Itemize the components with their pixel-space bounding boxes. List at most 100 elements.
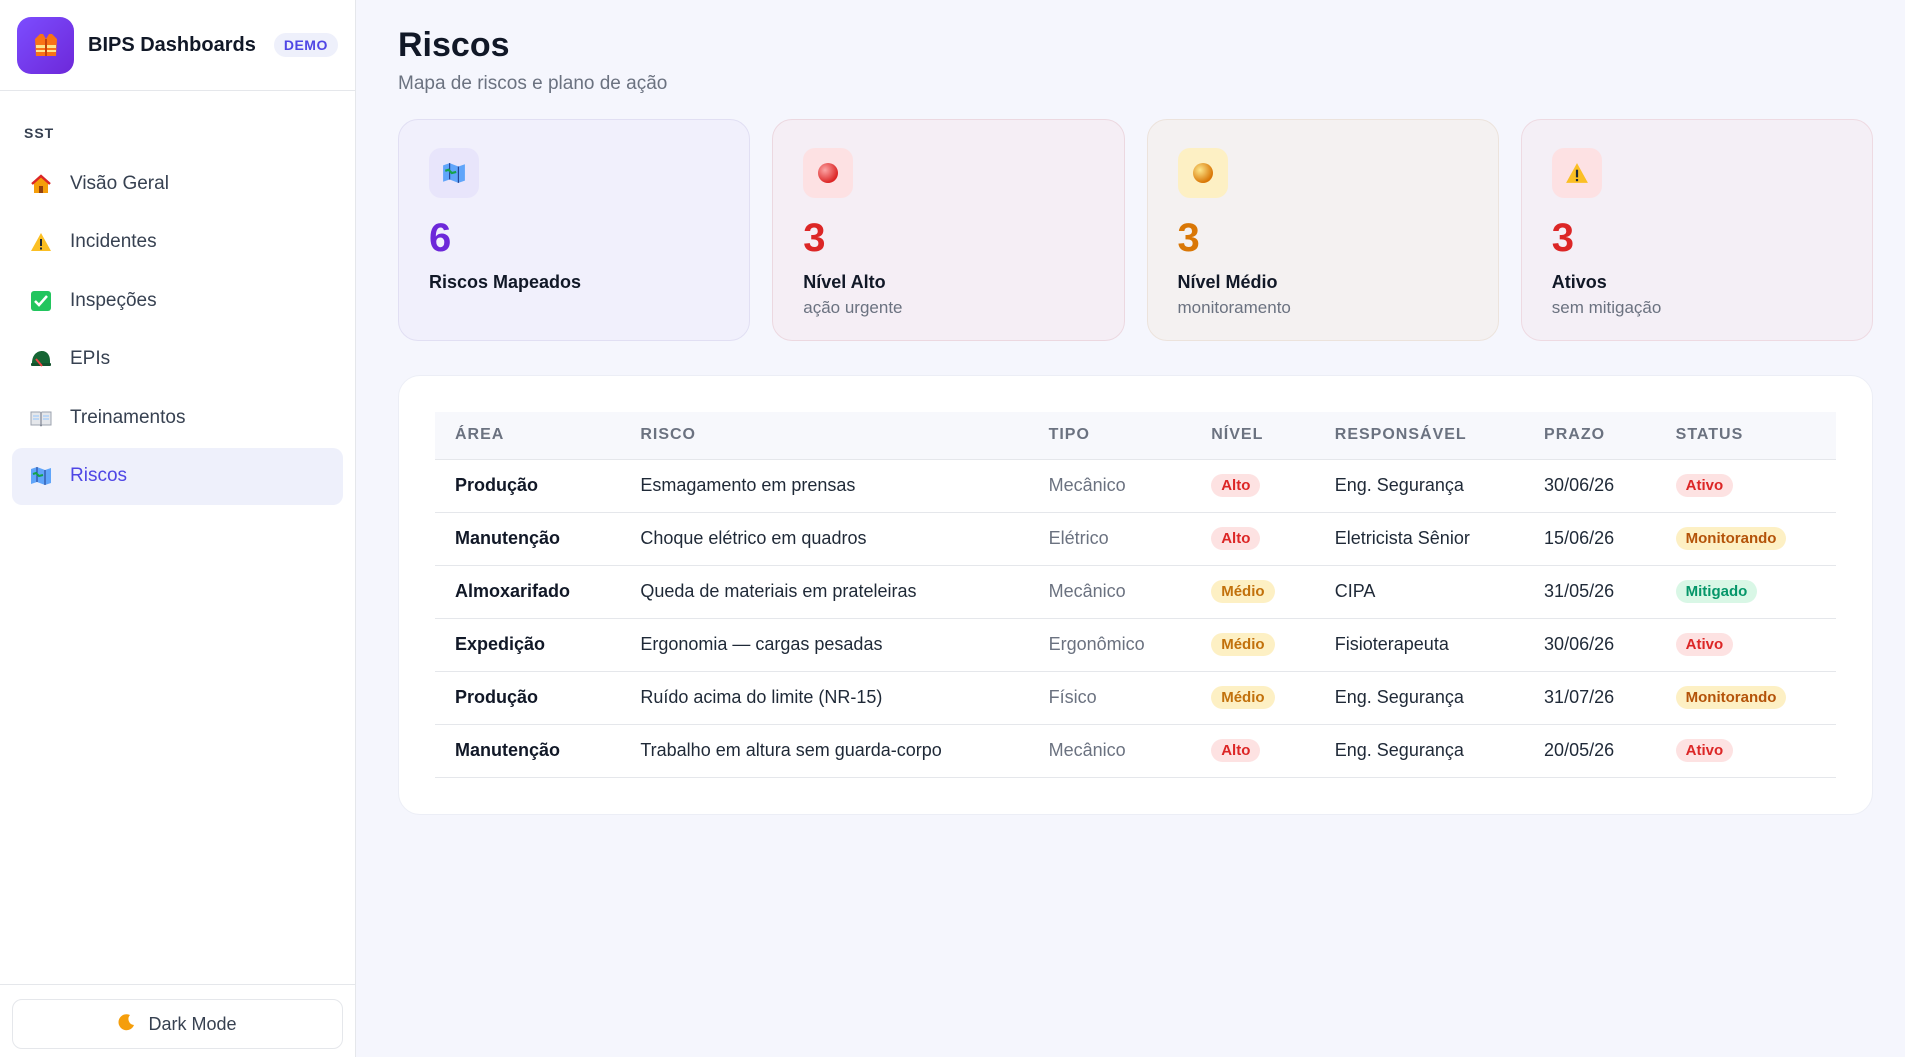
warning-icon — [28, 229, 54, 255]
nav-section-title: SST — [24, 125, 55, 141]
cell-prazo: 31/05/26 — [1524, 565, 1656, 619]
sidebar-nav: Visão Geral Incidentes Inspeções EPIs Tr… — [0, 155, 355, 506]
sidebar-item-inspecoes[interactable]: Inspeções — [12, 272, 343, 329]
cell-prazo: 31/07/26 — [1524, 671, 1656, 725]
cell-status: Mitigado — [1655, 565, 1836, 619]
cell-status: Monitorando — [1655, 671, 1836, 725]
demo-badge: DEMO — [273, 33, 338, 57]
cell-nivel: Alto — [1191, 512, 1315, 566]
stat-label: Nível Alto — [803, 272, 886, 292]
cell-tipo: Mecânico — [1028, 565, 1192, 619]
yellow-circle-icon — [1177, 148, 1228, 198]
table-row[interactable]: Manutenção Trabalho em altura sem guarda… — [435, 724, 1836, 778]
sidebar-footer: Dark Mode — [0, 984, 355, 1057]
stat-label: Riscos Mapeados — [429, 272, 582, 292]
page-title: Riscos — [398, 26, 510, 64]
stat-label: Nível Médio — [1177, 272, 1278, 292]
cell-risco: Ergonomia — cargas pesadas — [620, 618, 1029, 672]
main-content: Riscos Mapa de riscos e plano de ação 6 … — [356, 0, 1905, 1057]
stat-value: 3 — [803, 216, 826, 260]
stat-label: Ativos — [1551, 272, 1607, 292]
helmet-icon — [28, 346, 54, 372]
cell-responsavel: Eng. Segurança — [1314, 459, 1525, 513]
sidebar-item-label: Treinamentos — [70, 406, 186, 428]
cell-tipo: Ergonômico — [1028, 618, 1192, 672]
status-badge: Monitorando — [1675, 686, 1787, 709]
app-title: BIPS Dashboards — [88, 33, 256, 56]
cell-risco: Esmagamento em prensas — [620, 459, 1029, 513]
table-row[interactable]: Produção Esmagamento em prensas Mecânico… — [435, 459, 1836, 513]
map-icon — [28, 463, 54, 489]
sidebar-item-visao-geral[interactable]: Visão Geral — [12, 155, 343, 212]
cell-risco: Trabalho em altura sem guarda-corpo — [620, 724, 1029, 778]
red-circle-icon — [803, 148, 854, 198]
sidebar-item-label: EPIs — [70, 348, 111, 369]
status-badge: Monitorando — [1675, 527, 1787, 550]
stat-value: 3 — [1551, 216, 1574, 260]
cell-area: Produção — [435, 671, 621, 725]
sidebar: BIPS Dashboards DEMO SST Visão Geral Inc… — [0, 0, 356, 1057]
status-badge: Mitigado — [1675, 580, 1758, 603]
book-icon — [28, 405, 54, 431]
sidebar-item-label: Inspeções — [70, 289, 157, 311]
cell-nivel: Médio — [1191, 618, 1315, 672]
table-row[interactable]: Produção Ruído acima do limite (NR-15) F… — [435, 671, 1836, 725]
sidebar-item-label: Riscos — [70, 465, 128, 486]
col-header-risco[interactable]: RISCO — [620, 412, 1029, 460]
nivel-badge: Alto — [1211, 474, 1261, 497]
cell-risco: Queda de materiais em prateleiras — [620, 565, 1029, 619]
cell-area: Almoxarifado — [435, 565, 621, 619]
cell-prazo: 30/06/26 — [1524, 459, 1656, 513]
status-badge: Ativo — [1675, 474, 1734, 497]
dark-mode-toggle[interactable]: Dark Mode — [12, 999, 343, 1049]
cell-status: Ativo — [1655, 618, 1836, 672]
sidebar-item-riscos[interactable]: Riscos — [12, 447, 343, 505]
table-row[interactable]: Manutenção Choque elétrico em quadros El… — [435, 512, 1836, 566]
cell-area: Expedição — [435, 618, 621, 672]
dark-mode-label: Dark Mode — [148, 1013, 237, 1034]
stat-sublabel: sem mitigação — [1551, 298, 1662, 317]
col-header-tipo[interactable]: TIPO — [1028, 412, 1192, 460]
cell-tipo: Elétrico — [1028, 512, 1192, 566]
stat-card-riscos-mapeados: 6 Riscos Mapeados — [398, 119, 751, 341]
cell-risco: Choque elétrico em quadros — [620, 512, 1029, 566]
cell-tipo: Físico — [1028, 671, 1192, 725]
cell-responsavel: Eng. Segurança — [1314, 671, 1525, 725]
sidebar-item-label: Incidentes — [70, 231, 157, 252]
col-header-responsavel[interactable]: RESPONSÁVEL — [1314, 412, 1525, 460]
col-header-area[interactable]: ÁREA — [435, 412, 621, 460]
cell-area: Manutenção — [435, 512, 621, 566]
col-header-status[interactable]: STATUS — [1655, 412, 1836, 460]
cell-area: Produção — [435, 459, 621, 513]
stat-sublabel: ação urgente — [803, 298, 903, 317]
stat-card-nivel-medio: 3 Nível Médio monitoramento — [1146, 119, 1499, 341]
table-row[interactable]: Almoxarifado Queda de materiais em prate… — [435, 565, 1836, 619]
cell-tipo: Mecânico — [1028, 459, 1192, 513]
cell-prazo: 20/05/26 — [1524, 724, 1656, 778]
cell-status: Ativo — [1655, 459, 1836, 513]
map-icon — [429, 148, 479, 198]
cell-risco: Ruído acima do limite (NR-15) — [620, 671, 1029, 725]
status-badge: Ativo — [1675, 633, 1734, 656]
status-badge: Ativo — [1675, 739, 1734, 762]
table-row[interactable]: Expedição Ergonomia — cargas pesadas Erg… — [435, 618, 1836, 672]
cell-status: Ativo — [1655, 724, 1836, 778]
moon-icon — [118, 1013, 136, 1036]
stat-card-nivel-alto: 3 Nível Alto ação urgente — [772, 119, 1125, 341]
nivel-badge: Médio — [1211, 580, 1275, 603]
col-header-prazo[interactable]: PRAZO — [1524, 412, 1656, 460]
page-subtitle: Mapa de riscos e plano de ação — [398, 73, 668, 94]
col-header-nivel[interactable]: NÍVEL — [1191, 412, 1315, 460]
cell-responsavel: CIPA — [1314, 565, 1525, 619]
cell-nivel: Médio — [1191, 671, 1315, 725]
cell-nivel: Alto — [1191, 724, 1315, 778]
sidebar-item-epis[interactable]: EPIs — [12, 331, 343, 388]
stat-sublabel: monitoramento — [1177, 298, 1291, 317]
cell-responsavel: Fisioterapeuta — [1314, 618, 1525, 672]
stat-cards: 6 Riscos Mapeados 3 Nível Alto ação urge… — [398, 119, 1873, 341]
nivel-badge: Alto — [1211, 739, 1261, 762]
nivel-badge: Alto — [1211, 527, 1261, 550]
sidebar-item-treinamentos[interactable]: Treinamentos — [12, 389, 343, 446]
cell-nivel: Alto — [1191, 459, 1315, 513]
sidebar-item-incidentes[interactable]: Incidentes — [12, 214, 343, 271]
